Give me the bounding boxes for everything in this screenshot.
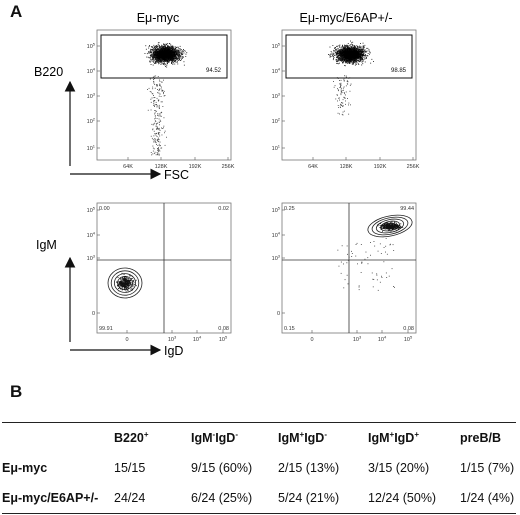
x-tick-label: 104 xyxy=(378,335,387,344)
quadrant-percentage: 0.08 xyxy=(403,326,414,332)
y-tick-label: 101 xyxy=(87,144,96,153)
y-tick-label: 0 xyxy=(92,311,95,317)
x-tick-label: 105 xyxy=(404,335,413,344)
y-tick-label: 105 xyxy=(87,206,96,215)
quadrant-percentage: 0.15 xyxy=(284,326,295,332)
x-tick-label: 256K xyxy=(407,164,420,170)
table-row: Eμ-myc 15/15 9/15 (60%) 2/15 (13%) 3/15 … xyxy=(2,453,516,483)
header-cell-0 xyxy=(2,423,114,454)
panel-letter-a: A xyxy=(10,2,23,21)
x-tick-label: 105 xyxy=(219,335,228,344)
header-cell-5: preB/B xyxy=(460,431,501,445)
y-tick-label: 105 xyxy=(272,206,281,215)
b220-fsc-plot-emu-myc: 101 102 103 104 105 64K 128K 192K 256K 94.52 xyxy=(87,29,235,170)
table-cell: 2/15 (13%) xyxy=(278,461,340,475)
y-tick-label: 104 xyxy=(272,231,281,240)
gate-percentage: 94.52 xyxy=(206,68,222,74)
table-cell: 1/24 (4%) xyxy=(460,491,515,505)
y-tick-label: 105 xyxy=(272,42,281,51)
quadrant-percentage: 99.91 xyxy=(99,326,113,332)
table-cell: 15/15 xyxy=(114,461,146,475)
header-cell-3: IgM+IgD- xyxy=(278,430,328,446)
b220-axis-label: B220 xyxy=(34,65,63,79)
x-tick-label: 192K xyxy=(374,164,387,170)
table-header-row: B220+ IgM-IgD- IgM+IgD- IgM+IgD+ preB/B xyxy=(2,422,516,454)
x-tick-label: 64K xyxy=(308,164,318,170)
row-label-emu-myc-e6ap: Eμ-myc/E6AP+/- xyxy=(2,491,99,505)
y-tick-label: 103 xyxy=(87,92,96,101)
fsc-axis-label: FSC xyxy=(164,168,189,182)
x-tick-label: 0 xyxy=(125,337,128,343)
x-tick-label: 128K xyxy=(155,164,168,170)
row-label-emu-myc: Eμ-myc xyxy=(2,461,48,475)
header-cell-2: IgM-IgD- xyxy=(191,430,239,446)
table-cell: 6/24 (25%) xyxy=(191,491,253,505)
quadrant-percentage: 0.02 xyxy=(218,206,229,212)
table-row: Eμ-myc/E6AP+/- 24/24 6/24 (25%) 5/24 (21… xyxy=(2,483,516,514)
x-tick-label: 103 xyxy=(168,335,177,344)
header-cell-4: IgM+IgD+ xyxy=(368,430,420,446)
column-title-emu-myc-e6ap: Eμ-myc/E6AP+/- xyxy=(300,11,393,25)
x-tick-label: 64K xyxy=(123,164,133,170)
y-tick-label: 103 xyxy=(87,254,96,263)
y-tick-label: 104 xyxy=(87,67,96,76)
x-tick-label: 0 xyxy=(310,337,313,343)
y-tick-label: 104 xyxy=(272,67,281,76)
x-tick-label: 192K xyxy=(189,164,202,170)
table-cell: 9/15 (60%) xyxy=(191,461,253,475)
header-cell-1: B220+ xyxy=(114,430,149,446)
b220-gate xyxy=(285,34,413,79)
igd-axis-label: IgD xyxy=(164,344,183,358)
b220-fsc-plot-emu-myc-e6ap: 101 102 103 104 105 64K 128K 192K 256K 98.85 xyxy=(272,29,420,170)
igm-axis-label: IgM xyxy=(36,238,57,252)
table-cell: 3/15 (20%) xyxy=(368,461,430,475)
table-cell: 5/24 (21%) xyxy=(278,491,340,505)
y-tick-label: 104 xyxy=(87,231,96,240)
x-tick-label: 128K xyxy=(340,164,353,170)
x-tick-label: 256K xyxy=(222,164,235,170)
quadrant-percentage: 99.44 xyxy=(400,206,414,212)
y-tick-label: 103 xyxy=(272,254,281,263)
y-tick-label: 102 xyxy=(272,117,281,126)
x-tick-label: 103 xyxy=(353,335,362,344)
y-tick-label: 105 xyxy=(87,42,96,51)
gate-percentage: 98.85 xyxy=(391,68,407,74)
x-tick-label: 104 xyxy=(193,335,202,344)
y-tick-label: 103 xyxy=(272,92,281,101)
quadrant-percentage: 0.08 xyxy=(218,326,229,332)
y-tick-label: 0 xyxy=(277,311,280,317)
quadrant-percentage: 0.25 xyxy=(284,206,295,212)
y-tick-label: 101 xyxy=(272,144,281,153)
quadrant-percentage: 0.00 xyxy=(99,206,110,212)
panel-letter-b: B xyxy=(10,382,23,401)
table-cell: 1/15 (7%) xyxy=(460,461,515,475)
table-cell: 12/24 (50%) xyxy=(368,491,437,505)
table-cell: 24/24 xyxy=(114,491,146,505)
column-title-emu-myc: Eμ-myc xyxy=(137,11,180,25)
b220-gate xyxy=(100,34,228,79)
y-tick-label: 102 xyxy=(87,117,96,126)
results-table: B220+ IgM-IgD- IgM+IgD- IgM+IgD+ preB/B … xyxy=(2,422,516,514)
